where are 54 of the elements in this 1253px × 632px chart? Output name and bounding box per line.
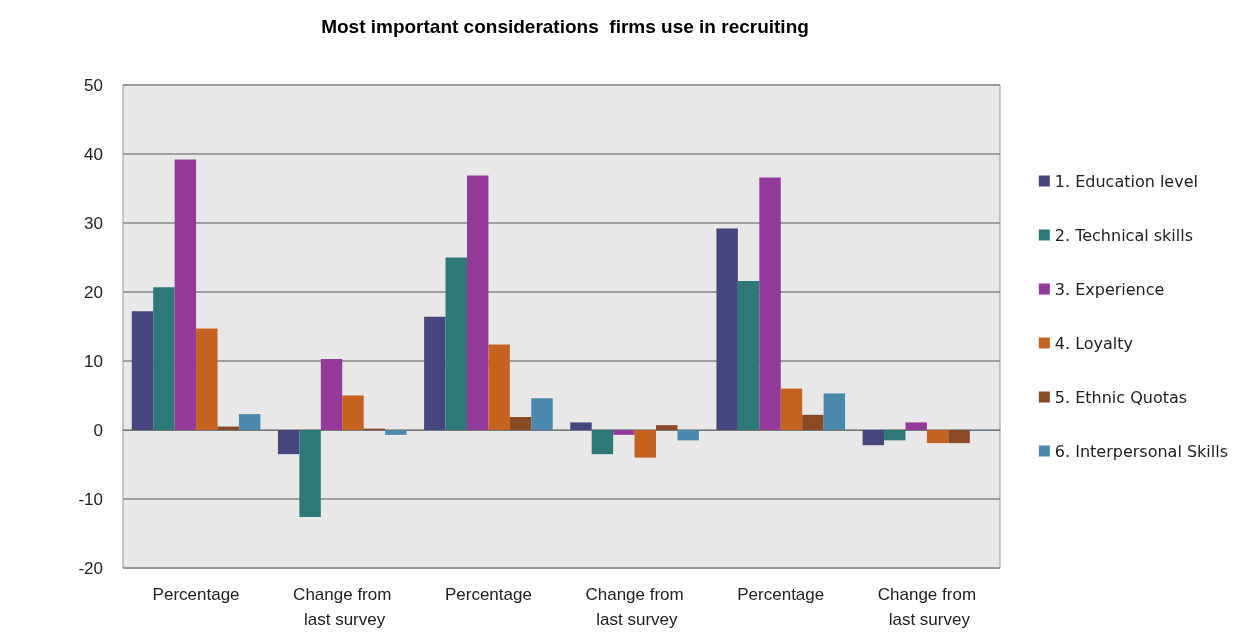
bar [677,430,699,441]
bar [277,430,300,455]
chart-title: Most important considerations firms use in recruiting [321,16,809,37]
bar [320,358,343,430]
bar [531,398,553,430]
bar [299,430,321,517]
x-tick-label: Change from last survey [585,585,684,629]
bar [509,416,532,430]
y-tick-label: 20 [84,282,103,302]
bar [948,430,970,444]
bar [823,393,846,430]
bar [905,422,927,430]
bar [862,430,885,446]
bar [926,430,949,444]
x-tick-label: Percentage [152,585,240,604]
bar [802,414,824,430]
bar [385,430,407,435]
legend-label: 1. Education level [1054,171,1198,191]
bar [570,422,592,430]
x-tick-label: Percentage [444,585,532,604]
bar [737,280,760,430]
bar [466,175,489,430]
bar [884,430,906,441]
bar [131,311,154,430]
bar [238,414,261,430]
y-tick-label: 0 [93,420,103,440]
legend-label: 6. Interpersonal Skills [1054,441,1229,461]
y-tick-label: 30 [84,213,103,233]
bar [613,430,635,435]
bar [780,388,803,430]
bar [445,257,467,430]
x-tick-label: Change from last survey [293,585,392,629]
bar [634,430,657,458]
bar [424,316,446,430]
y-tick-label: 40 [84,144,103,164]
bar [759,177,781,430]
bar [153,287,175,430]
bar [174,159,197,430]
bar [196,328,218,430]
y-tick-label: -20 [78,558,103,578]
y-tick-label: 10 [84,351,103,371]
bar [342,395,364,430]
legend-label: 3. Experience [1054,279,1165,299]
legend-label: 2. Technical skills [1054,225,1194,245]
bar [716,228,738,430]
legend-label: 4. Loyalty [1054,333,1134,353]
legend-label: 5. Ethnic Quotas [1054,387,1188,407]
x-tick-label: Change from last survey [877,585,977,629]
bar [656,425,678,430]
y-tick-label: 50 [84,75,103,95]
bar [488,344,510,430]
y-tick-label: -10 [78,489,103,509]
x-tick-label: Percentage [737,585,825,604]
bar [591,430,614,455]
